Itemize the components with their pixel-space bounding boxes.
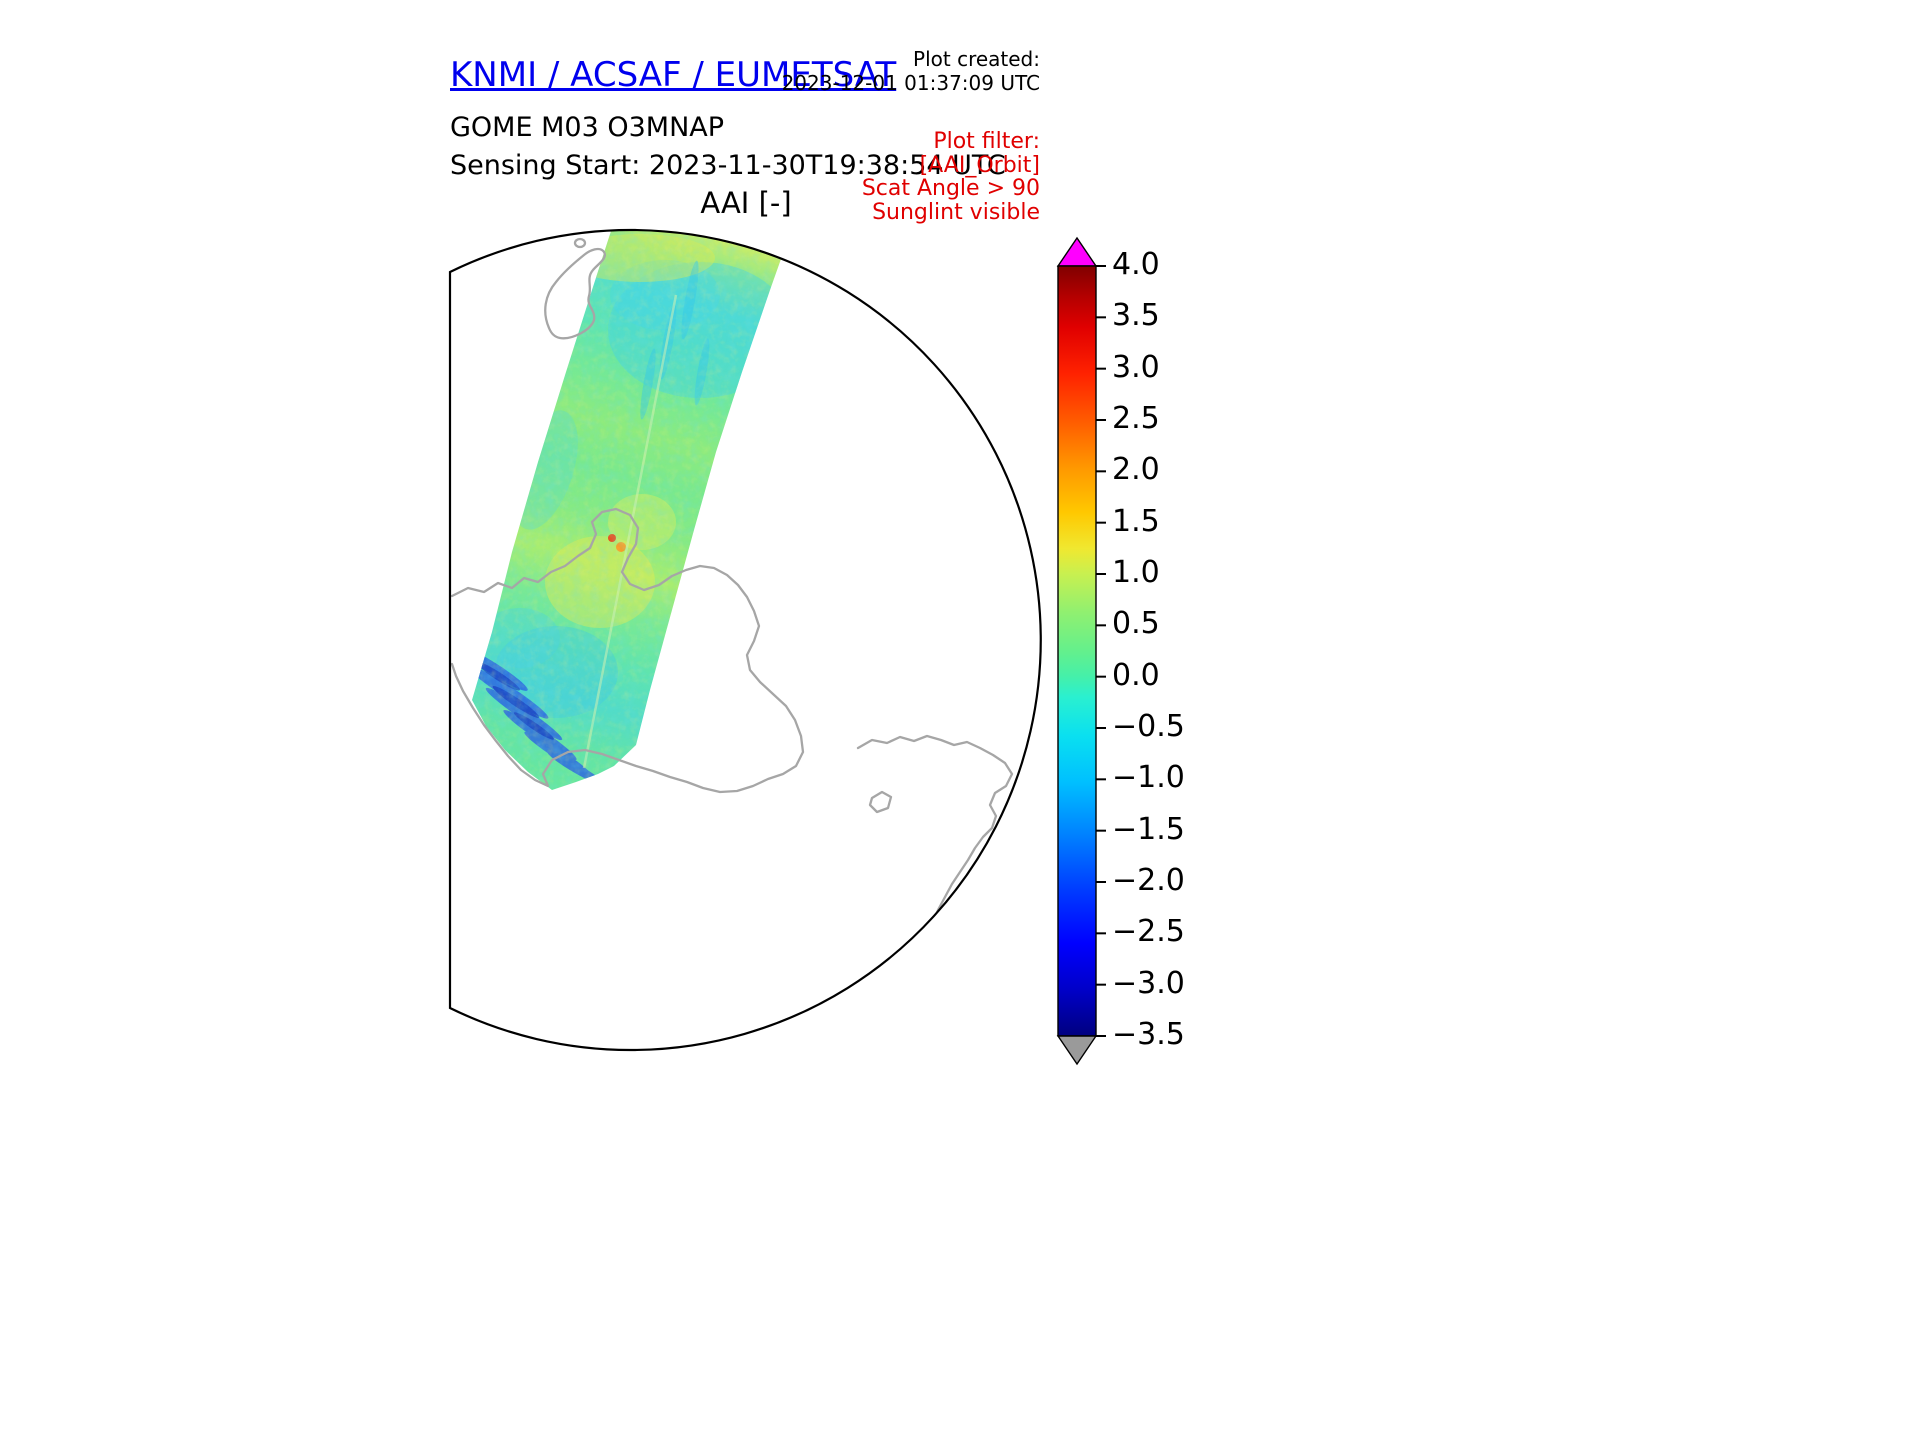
plot-created-label: Plot created: xyxy=(913,47,1040,71)
plot-filter-block: Plot filter: [AAI_Orbit] Scat Angle > 90… xyxy=(862,130,1040,224)
colorbar-tick-label: −0.5 xyxy=(1112,709,1185,745)
coastline-small-island xyxy=(868,790,893,814)
coastline-island-topleft xyxy=(544,247,607,340)
colorbar-tick-labels: 4.0 3.5 3.0 2.5 2.0 1.5 1.0 0.5 0.0 −0.5 −1.0 −1.5 −… xyxy=(1112,0,1252,1120)
variable-title: AAI [-] xyxy=(700,186,792,220)
plot-filter-label: Plot filter: xyxy=(933,129,1040,154)
colorbar-under-arrow xyxy=(1056,1035,1098,1066)
plot-filter-item: Sunglint visible xyxy=(872,199,1040,225)
plot-filter-item: Scat Angle > 90 xyxy=(861,176,1040,201)
plot-title: KNMI / ACSAF / EUMETSAT xyxy=(450,55,897,95)
plot-created-block: Plot created: 2023-12-01 01:37:09 UTC xyxy=(782,47,1040,95)
colorbar-tick-label: 3.5 xyxy=(1112,298,1160,334)
colorbar-tick-label: 2.0 xyxy=(1112,452,1160,488)
colorbar-tick-label: −2.0 xyxy=(1112,863,1185,899)
colorbar-tick-label: 1.5 xyxy=(1112,503,1160,539)
product-name: GOME M03 O3MNAP xyxy=(450,112,725,143)
colorbar-tick-label: −2.5 xyxy=(1112,914,1185,950)
colorbar-tick-label: −1.5 xyxy=(1112,811,1185,847)
colorbar-tick-label: 0.5 xyxy=(1112,606,1160,642)
coastline-antarctica xyxy=(450,507,805,794)
map-boundary xyxy=(448,228,1042,1052)
colorbar-gradient-bar xyxy=(1057,265,1097,1037)
colorbar-tick-label: −1.0 xyxy=(1112,760,1185,796)
sensing-start: Sensing Start: 2023-11-30T19:38:54 UTC xyxy=(450,150,1006,181)
colorbar-tick-label: −3.0 xyxy=(1112,965,1185,1001)
colorbar-tick-label: 3.0 xyxy=(1112,349,1160,385)
colorbar-tick-label: 4.0 xyxy=(1112,247,1160,283)
plot-filter-item: [AAI_Orbit] xyxy=(919,152,1040,178)
coastline-bottom-right xyxy=(856,734,1014,962)
colorbar-tick-label: 2.5 xyxy=(1112,401,1160,437)
colorbar xyxy=(1056,236,1106,1066)
coastline-islet-top xyxy=(573,237,587,249)
colorbar-tick-marks xyxy=(1096,265,1106,1037)
colorbar-tick-label: 0.0 xyxy=(1112,657,1160,693)
plot-created-value: 2023-12-01 01:37:09 UTC xyxy=(781,71,1040,95)
colorbar-over-arrow xyxy=(1056,236,1098,267)
colorbar-tick-label: −3.5 xyxy=(1112,1017,1185,1053)
colorbar-tick-label: 1.0 xyxy=(1112,555,1160,591)
